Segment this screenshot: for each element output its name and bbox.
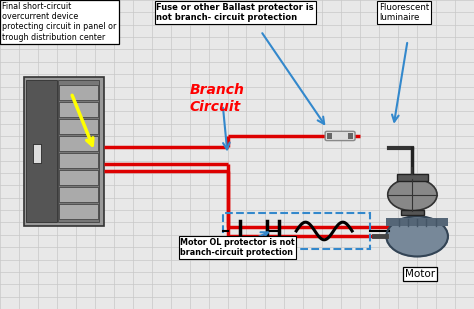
Bar (59, 153, 98, 168)
FancyBboxPatch shape (325, 131, 355, 141)
Bar (59, 187, 98, 202)
Bar (26, 80, 57, 222)
FancyBboxPatch shape (401, 210, 424, 215)
Bar (59, 204, 98, 219)
Bar (348, 133, 353, 139)
Text: Motor: Motor (405, 269, 436, 279)
Circle shape (386, 216, 448, 256)
Bar (59, 119, 98, 134)
Circle shape (388, 179, 437, 211)
FancyBboxPatch shape (397, 174, 428, 181)
Bar (33, 144, 41, 163)
Bar (327, 133, 332, 139)
Text: Branch
Circuit: Branch Circuit (190, 83, 245, 114)
Bar (59, 85, 98, 100)
Text: Fluorescent
luminaire: Fluorescent luminaire (379, 3, 429, 23)
Bar (59, 170, 98, 185)
Text: Motor OL protector is not
branch-circuit protection: Motor OL protector is not branch-circuit… (180, 238, 295, 257)
Bar (386, 218, 448, 226)
Bar (223, 213, 370, 249)
Bar (59, 136, 98, 151)
Bar (59, 102, 98, 117)
Bar (57, 80, 100, 222)
Text: Fuse or other Ballast protector is
not branch- circuit protection: Fuse or other Ballast protector is not b… (156, 3, 314, 23)
Text: Final short-circuit
overcurrent device
protecting circuit in panel or
trough dis: Final short-circuit overcurrent device p… (2, 2, 117, 42)
Bar (24, 77, 104, 226)
